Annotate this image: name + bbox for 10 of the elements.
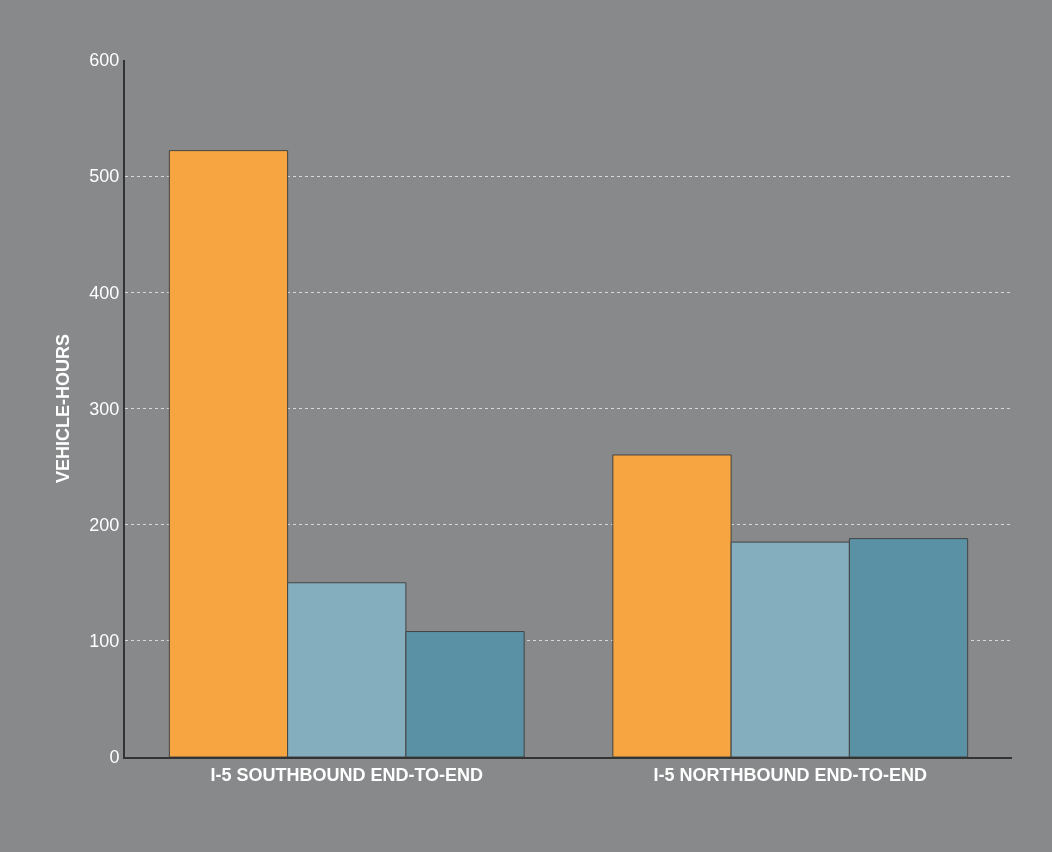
y-tick-label: 300 bbox=[89, 398, 120, 419]
y-tick-label: 500 bbox=[89, 166, 120, 187]
y-tick-label: 400 bbox=[89, 282, 120, 303]
x-tick-label: I-5 SOUTHBOUND END-TO-END bbox=[210, 764, 484, 785]
y-tick-label: 0 bbox=[109, 747, 120, 768]
y-tick-label: 100 bbox=[89, 631, 120, 652]
y-axis-title: VEHICLE-HOURS bbox=[53, 333, 74, 484]
y-tick-label: 200 bbox=[89, 514, 120, 535]
x-tick-label: I-5 NORTHBOUND END-TO-END bbox=[653, 764, 928, 785]
y-tick-label: 600 bbox=[89, 50, 120, 71]
